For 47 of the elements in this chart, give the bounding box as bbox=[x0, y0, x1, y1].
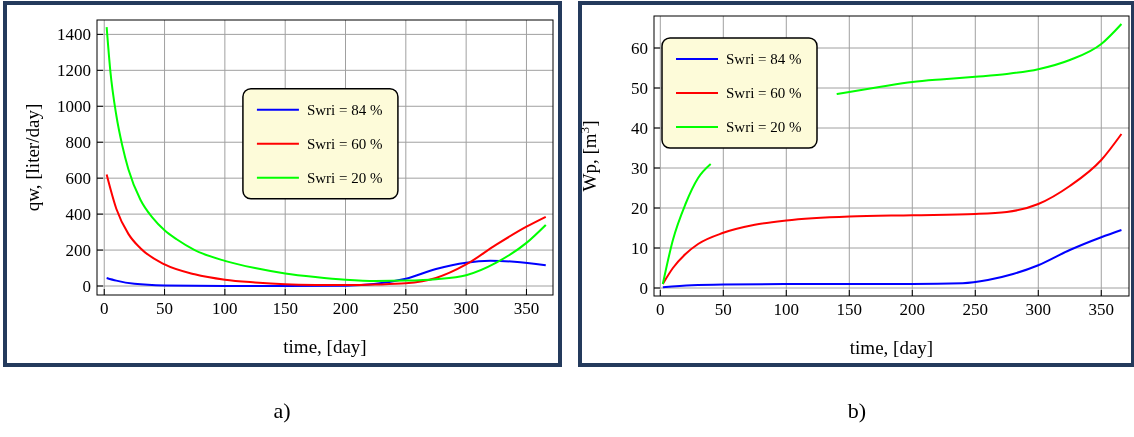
y-tick-label: 10 bbox=[631, 238, 648, 258]
x-tick-label: 50 bbox=[156, 299, 174, 318]
x-tick-label: 150 bbox=[836, 300, 863, 319]
x-tick-label: 350 bbox=[513, 299, 540, 318]
x-axis-title: time, [day] bbox=[849, 337, 934, 358]
y-tick-label: 1400 bbox=[57, 25, 91, 45]
text: b) bbox=[847, 398, 867, 423]
line-series bbox=[661, 133, 1123, 285]
legend-label: Swri = 20 % bbox=[726, 119, 802, 136]
legend-label: Swri = 20 % bbox=[306, 170, 383, 186]
line-series bbox=[105, 173, 547, 287]
x-tick-label: 350 bbox=[1088, 300, 1115, 319]
x-tick-label: 150 bbox=[272, 299, 298, 318]
x-tick-label: 300 bbox=[1025, 300, 1052, 319]
x-tick-label: 250 bbox=[962, 300, 989, 319]
x-tick-label: 50 bbox=[714, 300, 732, 319]
x-tick-label: 0 bbox=[99, 299, 109, 318]
y-tick-label: 1200 bbox=[57, 61, 91, 81]
legend-label: Swri = 60 % bbox=[306, 136, 383, 152]
y-tick-label: 50 bbox=[631, 78, 648, 98]
legend-label: Swri = 84 % bbox=[726, 51, 802, 68]
y-tick-label: 1000 bbox=[57, 97, 91, 117]
legend-label: Swri = 84 % bbox=[306, 102, 383, 118]
x-tick-label: 200 bbox=[899, 300, 926, 319]
y-tick-label: 0 bbox=[639, 278, 648, 298]
y-axis-title: qw, [liter/day] bbox=[22, 103, 43, 212]
x-tick-label: 100 bbox=[773, 300, 800, 319]
x-tick-label: 200 bbox=[332, 299, 359, 318]
y-tick-label: 60 bbox=[631, 38, 648, 58]
line-series bbox=[105, 259, 547, 288]
x-tick-label: 300 bbox=[453, 299, 479, 318]
line-series bbox=[105, 26, 547, 282]
y-tick-label: 800 bbox=[65, 133, 91, 153]
y-tick-label: 0 bbox=[82, 276, 91, 296]
y-tick-label: 40 bbox=[631, 118, 648, 138]
legend-label: Swri = 60 % bbox=[726, 85, 802, 102]
y-tick-label: 600 bbox=[65, 169, 91, 189]
y-tick-label: 200 bbox=[65, 241, 91, 261]
x-tick-label: 100 bbox=[212, 299, 238, 318]
x-axis-title: time, [day] bbox=[283, 336, 367, 357]
y-tick-label: 400 bbox=[65, 205, 91, 225]
text: a) bbox=[273, 398, 291, 423]
y-tick-label: 20 bbox=[631, 198, 648, 218]
y-tick-label: 30 bbox=[631, 158, 648, 178]
line-series bbox=[661, 229, 1123, 289]
x-tick-label: 250 bbox=[393, 299, 419, 318]
x-tick-label: 0 bbox=[656, 300, 665, 319]
